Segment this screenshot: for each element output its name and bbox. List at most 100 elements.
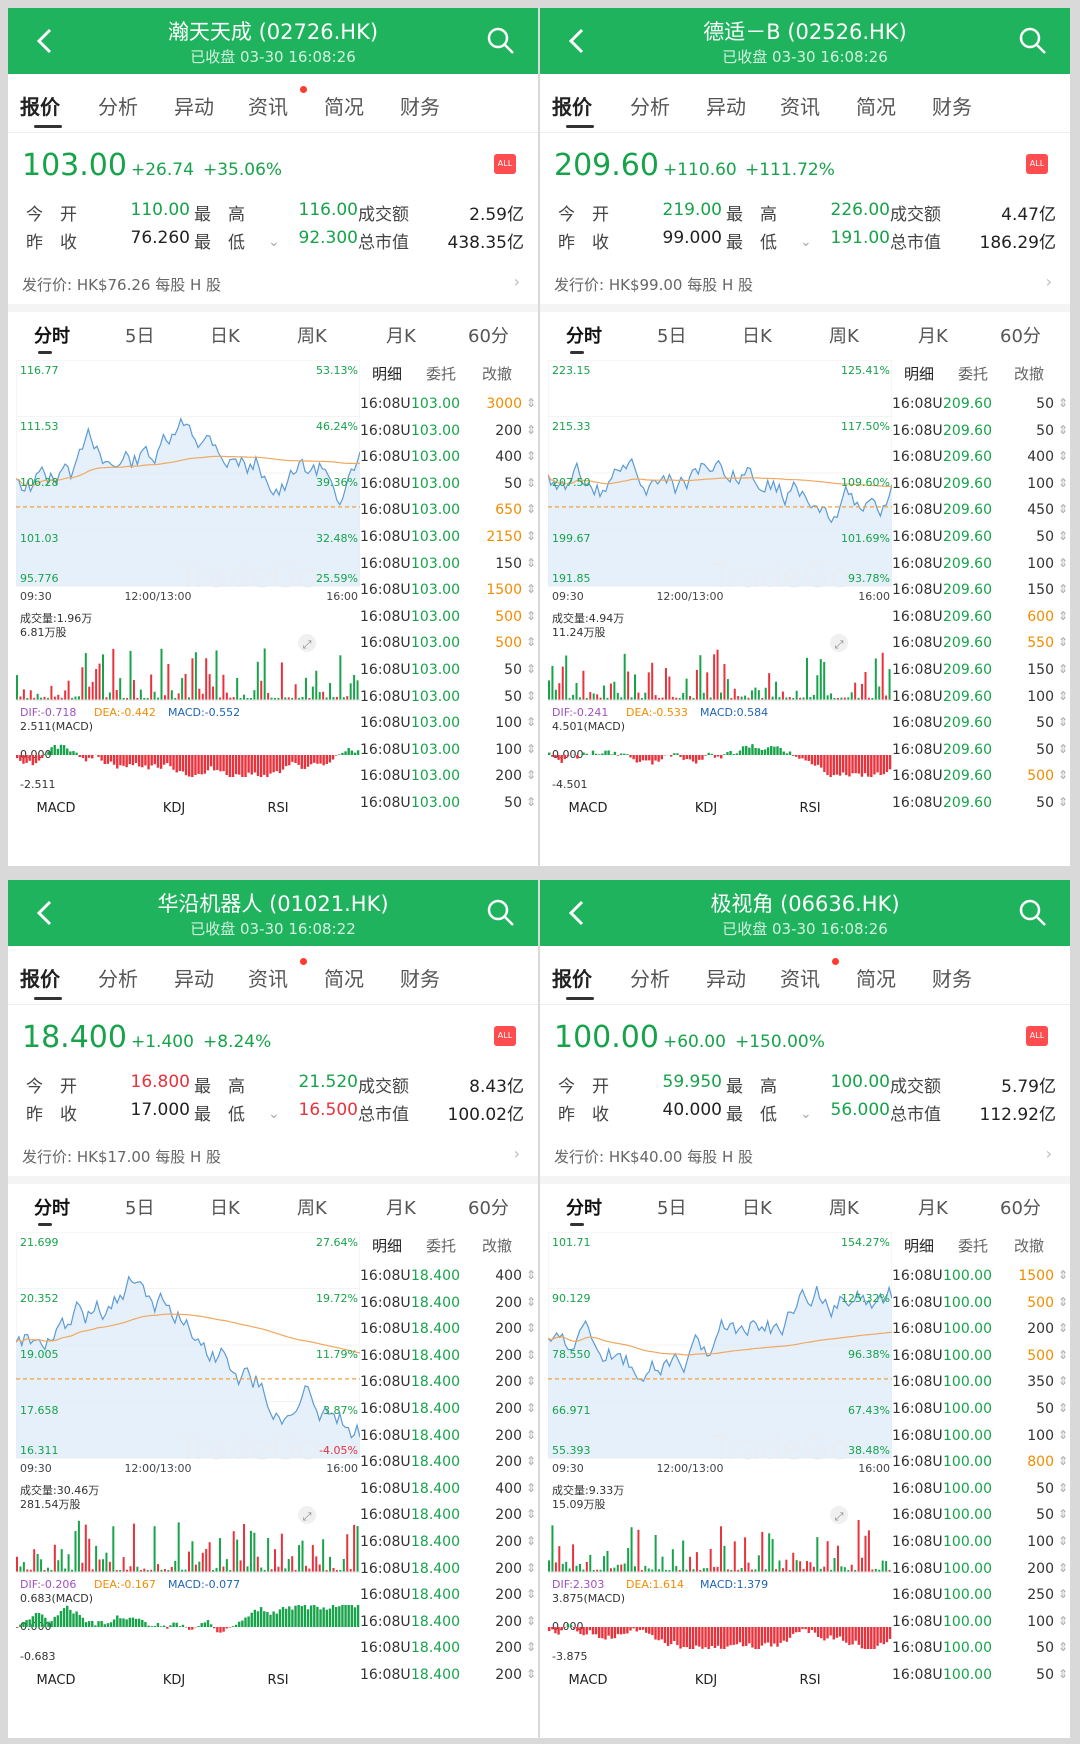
direction-icon: ⇕	[525, 1507, 536, 1522]
intraday-chart[interactable]: 21.699 20.352 19.005 17.658 16.311 27.64% 19.7…	[16, 1232, 360, 1710]
indicator-tab: MACD	[569, 1673, 608, 1688]
chart-period-tab[interactable]: 5日	[125, 326, 155, 347]
quote-label: 今	[26, 205, 43, 225]
tab-item[interactable]: 分析	[98, 95, 138, 119]
ipo-price-note[interactable]: 发行价: HK$17.00 每股 H 股	[22, 1148, 222, 1166]
tab-item[interactable]: 分析	[98, 967, 138, 991]
chart-period-tab[interactable]: 日K	[742, 1198, 772, 1219]
chart-period-tab[interactable]: 日K	[210, 326, 240, 347]
detail-tab[interactable]: 委托	[426, 1237, 457, 1255]
intraday-chart[interactable]: 223.15 215.33 207.50 199.67 191.85 125.41% 117…	[548, 360, 892, 838]
tab-item[interactable]: 财务	[932, 967, 972, 991]
expand-chevron-icon[interactable]: ⌄	[268, 1106, 280, 1122]
chevron-right-icon[interactable]: ›	[1045, 272, 1052, 291]
ipo-price-note[interactable]: 发行价: HK$40.00 每股 H 股	[554, 1148, 754, 1166]
tab-item[interactable]: 异动	[706, 967, 746, 991]
detail-tab[interactable]: 委托	[426, 365, 457, 383]
search-icon[interactable]	[1018, 898, 1048, 928]
chart-period-tab[interactable]: 月K	[386, 326, 416, 347]
detail-tab[interactable]: 改撤	[482, 1237, 513, 1255]
chevron-right-icon[interactable]: ›	[513, 1144, 520, 1163]
quote-value-turnover: 8.43亿	[469, 1077, 524, 1097]
chart-period-tab[interactable]: 5日	[657, 326, 687, 347]
chart-period-tab[interactable]: 周K	[829, 1198, 859, 1219]
trade-price: 100.00	[943, 1560, 992, 1577]
search-icon[interactable]	[486, 26, 516, 56]
trade-time: 16:08U	[892, 1640, 943, 1657]
trade-price: 209.60	[943, 608, 992, 625]
tab-item[interactable]: 资讯	[248, 95, 288, 119]
expand-chevron-icon[interactable]: ⌄	[800, 1106, 812, 1122]
tab-item[interactable]: 报价	[552, 967, 592, 991]
ipo-price-note[interactable]: 发行价: HK$99.00 每股 H 股	[554, 276, 754, 294]
detail-tab[interactable]: 委托	[958, 365, 989, 383]
chart-period-tab[interactable]: 分时	[566, 1198, 602, 1219]
tab-item[interactable]: 异动	[706, 95, 746, 119]
tab-item[interactable]: 资讯	[780, 95, 820, 119]
tab-item[interactable]: 简况	[324, 95, 364, 119]
chart-period-tab[interactable]: 5日	[657, 1198, 687, 1219]
intraday-chart[interactable]: 101.71 90.129 78.550 66.971 55.393 154.27% 125…	[548, 1232, 892, 1710]
detail-tab[interactable]: 改撤	[1014, 365, 1045, 383]
tab-item[interactable]: 财务	[400, 967, 440, 991]
back-arrow-icon[interactable]	[568, 900, 588, 926]
ipo-price-note[interactable]: 发行价: HK$76.26 每股 H 股	[22, 276, 222, 294]
tab-item[interactable]: 异动	[174, 95, 214, 119]
detail-tabs: 明细 委托 改撤	[360, 360, 538, 386]
trade-volume: 100	[1027, 1427, 1054, 1444]
tab-item[interactable]: 报价	[20, 967, 60, 991]
trade-price: 103.00	[411, 635, 460, 652]
chart-period-tab[interactable]: 60分	[468, 1198, 509, 1219]
back-arrow-icon[interactable]	[36, 900, 56, 926]
detail-tab[interactable]: 明细	[372, 365, 403, 383]
chart-period-tab[interactable]: 60分	[468, 326, 509, 347]
quote-value-low: 56.000	[830, 1100, 890, 1120]
detail-tab[interactable]: 改撤	[1014, 1237, 1045, 1255]
tab-item[interactable]: 简况	[856, 967, 896, 991]
chart-period-tab[interactable]: 分时	[34, 1198, 70, 1219]
chart-period-tab[interactable]: 分时	[34, 326, 70, 347]
tab-item[interactable]: 简况	[856, 95, 896, 119]
chart-period-tab[interactable]: 5日	[125, 1198, 155, 1219]
chart-period-tab[interactable]: 月K	[918, 326, 948, 347]
chart-period-tab[interactable]: 60分	[1000, 1198, 1041, 1219]
chevron-right-icon[interactable]: ›	[513, 272, 520, 291]
expand-chevron-icon[interactable]: ⌄	[800, 234, 812, 250]
detail-tab[interactable]: 明细	[904, 1237, 935, 1255]
price-change-pct: +35.06%	[203, 160, 283, 180]
intraday-chart[interactable]: 116.77 111.53 106.28 101.03 95.776 53.13% 46.2…	[16, 360, 360, 838]
detail-tab[interactable]: 明细	[372, 1237, 403, 1255]
chart-period-tab[interactable]: 月K	[386, 1198, 416, 1219]
chart-period-tab[interactable]: 日K	[742, 326, 772, 347]
detail-tab[interactable]: 委托	[958, 1237, 989, 1255]
tab-item[interactable]: 报价	[552, 95, 592, 119]
detail-tab[interactable]: 明细	[904, 365, 935, 383]
tab-item[interactable]: 报价	[20, 95, 60, 119]
tab-item[interactable]: 异动	[174, 967, 214, 991]
tab-item[interactable]: 资讯	[780, 967, 820, 991]
tab-item[interactable]: 分析	[630, 967, 670, 991]
back-arrow-icon[interactable]	[568, 28, 588, 54]
search-icon[interactable]	[486, 898, 516, 928]
quote-label: 最	[726, 1077, 743, 1097]
expand-chevron-icon[interactable]: ⌄	[268, 234, 280, 250]
chart-period-tab[interactable]: 60分	[1000, 326, 1041, 347]
trade-row: 16:08U 100.00 1500 ⇕	[892, 1262, 1070, 1291]
tab-item[interactable]: 财务	[400, 95, 440, 119]
chevron-right-icon[interactable]: ›	[1045, 1144, 1052, 1163]
chart-period-tab[interactable]: 周K	[829, 326, 859, 347]
chart-period-tab[interactable]: 分时	[566, 326, 602, 347]
chart-period-tab[interactable]: 周K	[297, 1198, 327, 1219]
search-icon[interactable]	[1018, 26, 1048, 56]
back-arrow-icon[interactable]	[36, 28, 56, 54]
trade-time: 16:08U	[892, 1454, 943, 1471]
tab-item[interactable]: 财务	[932, 95, 972, 119]
detail-tab[interactable]: 改撤	[482, 365, 513, 383]
tab-item[interactable]: 分析	[630, 95, 670, 119]
tab-item[interactable]: 简况	[324, 967, 364, 991]
chart-period-tab[interactable]: 周K	[297, 326, 327, 347]
chart-period-tab[interactable]: 日K	[210, 1198, 240, 1219]
trade-price: 209.60	[943, 449, 992, 466]
chart-period-tab[interactable]: 月K	[918, 1198, 948, 1219]
tab-item[interactable]: 资讯	[248, 967, 288, 991]
